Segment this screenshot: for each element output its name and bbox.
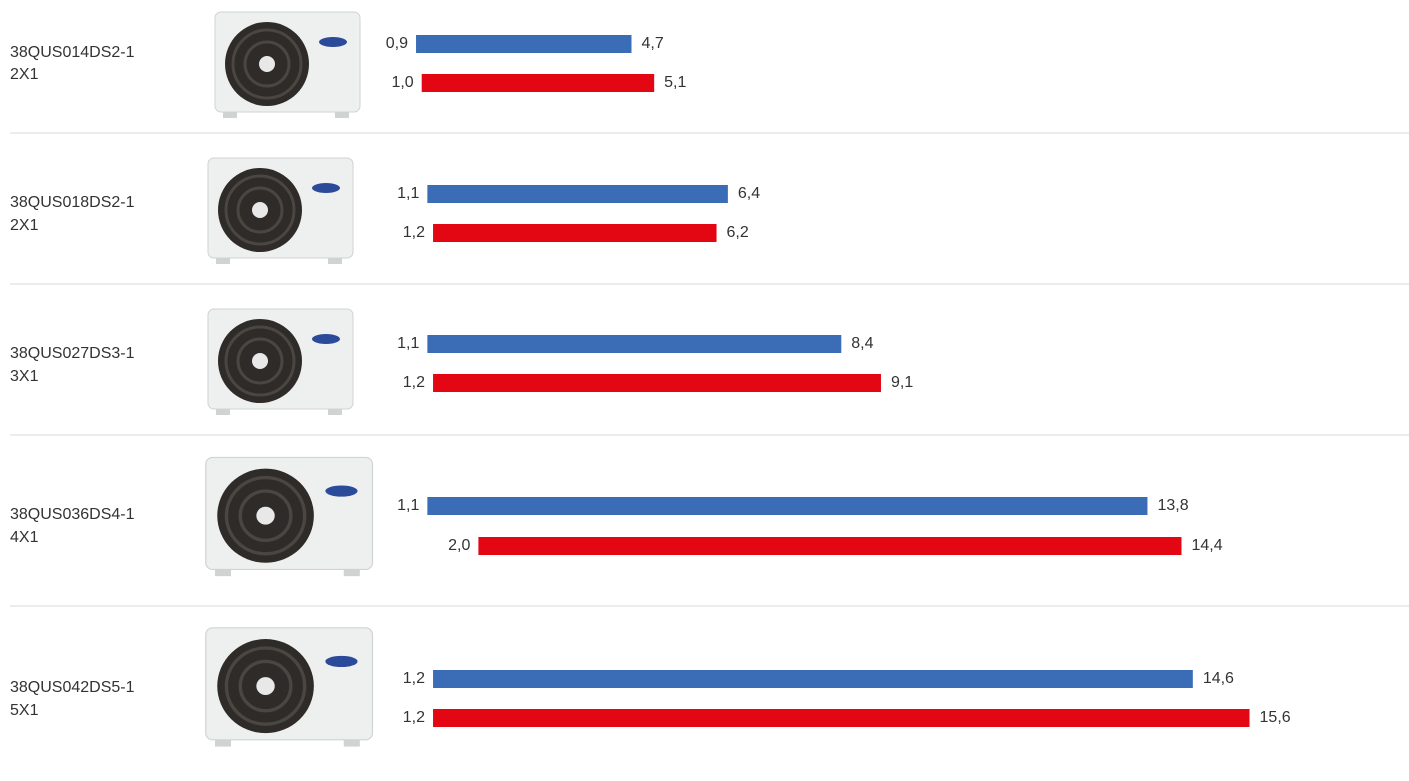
range-bar	[433, 709, 1249, 727]
range-bar	[427, 335, 841, 353]
product-image	[206, 628, 373, 747]
min-label: 1,2	[403, 670, 425, 687]
model-name: 38QUS027DS3-1	[10, 345, 135, 362]
product-image	[208, 158, 353, 264]
max-label: 14,6	[1203, 670, 1234, 687]
min-label: 2,0	[448, 537, 470, 554]
product-image	[206, 457, 373, 576]
range-bar	[433, 670, 1193, 688]
min-label: 1,1	[397, 497, 419, 514]
max-label: 15,6	[1260, 709, 1291, 726]
model-name: 38QUS014DS2-1	[10, 44, 135, 61]
range-bar	[427, 497, 1147, 515]
model-config: 3X1	[10, 368, 39, 385]
max-label: 9,1	[891, 374, 913, 391]
min-label: 1,0	[391, 74, 413, 91]
model-config: 2X1	[10, 66, 39, 83]
max-label: 5,1	[664, 74, 686, 91]
max-label: 4,7	[641, 35, 663, 52]
range-bar	[422, 74, 654, 92]
range-bar	[478, 537, 1181, 555]
max-label: 14,4	[1191, 537, 1222, 554]
product-image	[208, 309, 353, 415]
model-config: 4X1	[10, 529, 39, 546]
min-label: 1,2	[403, 374, 425, 391]
min-label: 0,9	[386, 35, 408, 52]
model-name: 38QUS036DS4-1	[10, 506, 135, 523]
min-label: 1,1	[397, 185, 419, 202]
range-bar	[427, 185, 728, 203]
model-config: 2X1	[10, 217, 39, 234]
range-bar	[433, 374, 881, 392]
product-image	[215, 12, 360, 118]
max-label: 6,2	[727, 224, 749, 241]
model-name: 38QUS018DS2-1	[10, 194, 135, 211]
max-label: 13,8	[1157, 497, 1188, 514]
range-bar	[416, 35, 631, 53]
max-label: 6,4	[738, 185, 760, 202]
min-label: 1,1	[397, 335, 419, 352]
chart: 38QUS014DS2-1 2X1 0,9 4,7 1,0 5,1 38QUS018DS2-…	[0, 0, 1409, 776]
model-config: 5X1	[10, 702, 39, 719]
range-bar	[433, 224, 717, 242]
max-label: 8,4	[851, 335, 873, 352]
min-label: 1,2	[403, 709, 425, 726]
model-name: 38QUS042DS5-1	[10, 679, 135, 696]
min-label: 1,2	[403, 224, 425, 241]
